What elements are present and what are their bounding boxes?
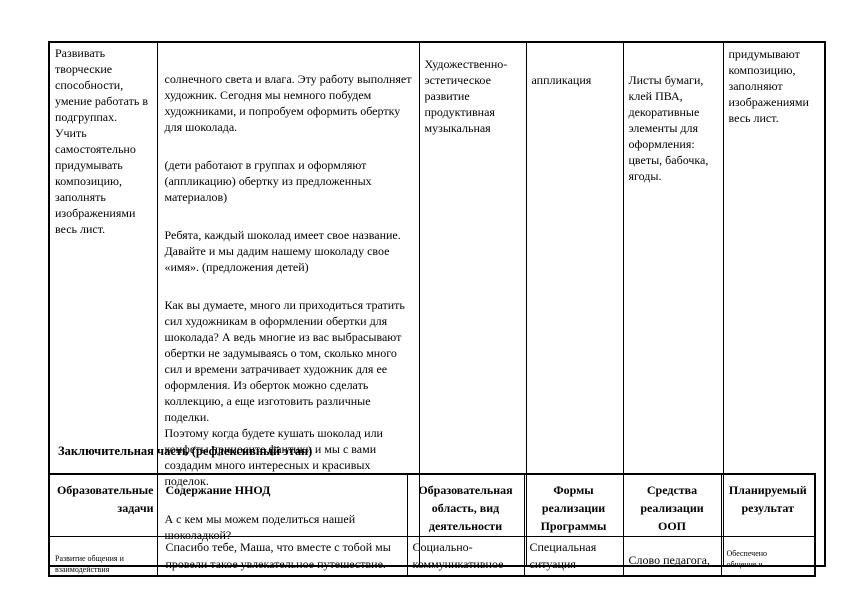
table-header-row: Образовательные задачи Содержание ННОД О… [48,473,816,537]
header-educational-objectives: Образовательные задачи [48,473,158,537]
cell-lesson-content: Спасибо тебе, Маша, что вместе с тобой м… [156,535,408,576]
lesson-plan-table-final: Образовательные задачи Содержание ННОД О… [48,473,816,577]
cell-means: Слово педагога, [622,535,722,576]
content-paragraph: (дети работают в группах и оформляют (ап… [164,158,372,204]
cell-educational-area: Социально- коммуникативное [406,535,525,576]
cell-educational-objectives: Развитие общения и взаимодействия [48,535,158,576]
header-forms: Формы реализации Программы [523,473,624,537]
content-paragraph: солнечного света и влага. Эту работу вып… [164,72,412,134]
header-educational-area: Образовательная область, вид деятельност… [406,473,525,537]
content-paragraph: Как вы думаете, много ли приходиться тра… [164,298,405,488]
content-paragraph: Ребята, каждый шоколад имеет свое назван… [164,228,401,274]
section-heading: Заключительная часть (рефлексивный этап) [58,444,313,458]
header-means: Средства реализации ООП [622,473,722,537]
header-lesson-content: Содержание ННОД [156,473,408,537]
cell-planned-result: Обеспечено общение и [720,535,816,576]
table-row: Развитие общения и взаимодействия Спасиб… [48,535,816,576]
cell-forms: Специальная ситуация [523,535,624,576]
header-planned-result: Планируемый результат [720,473,816,537]
